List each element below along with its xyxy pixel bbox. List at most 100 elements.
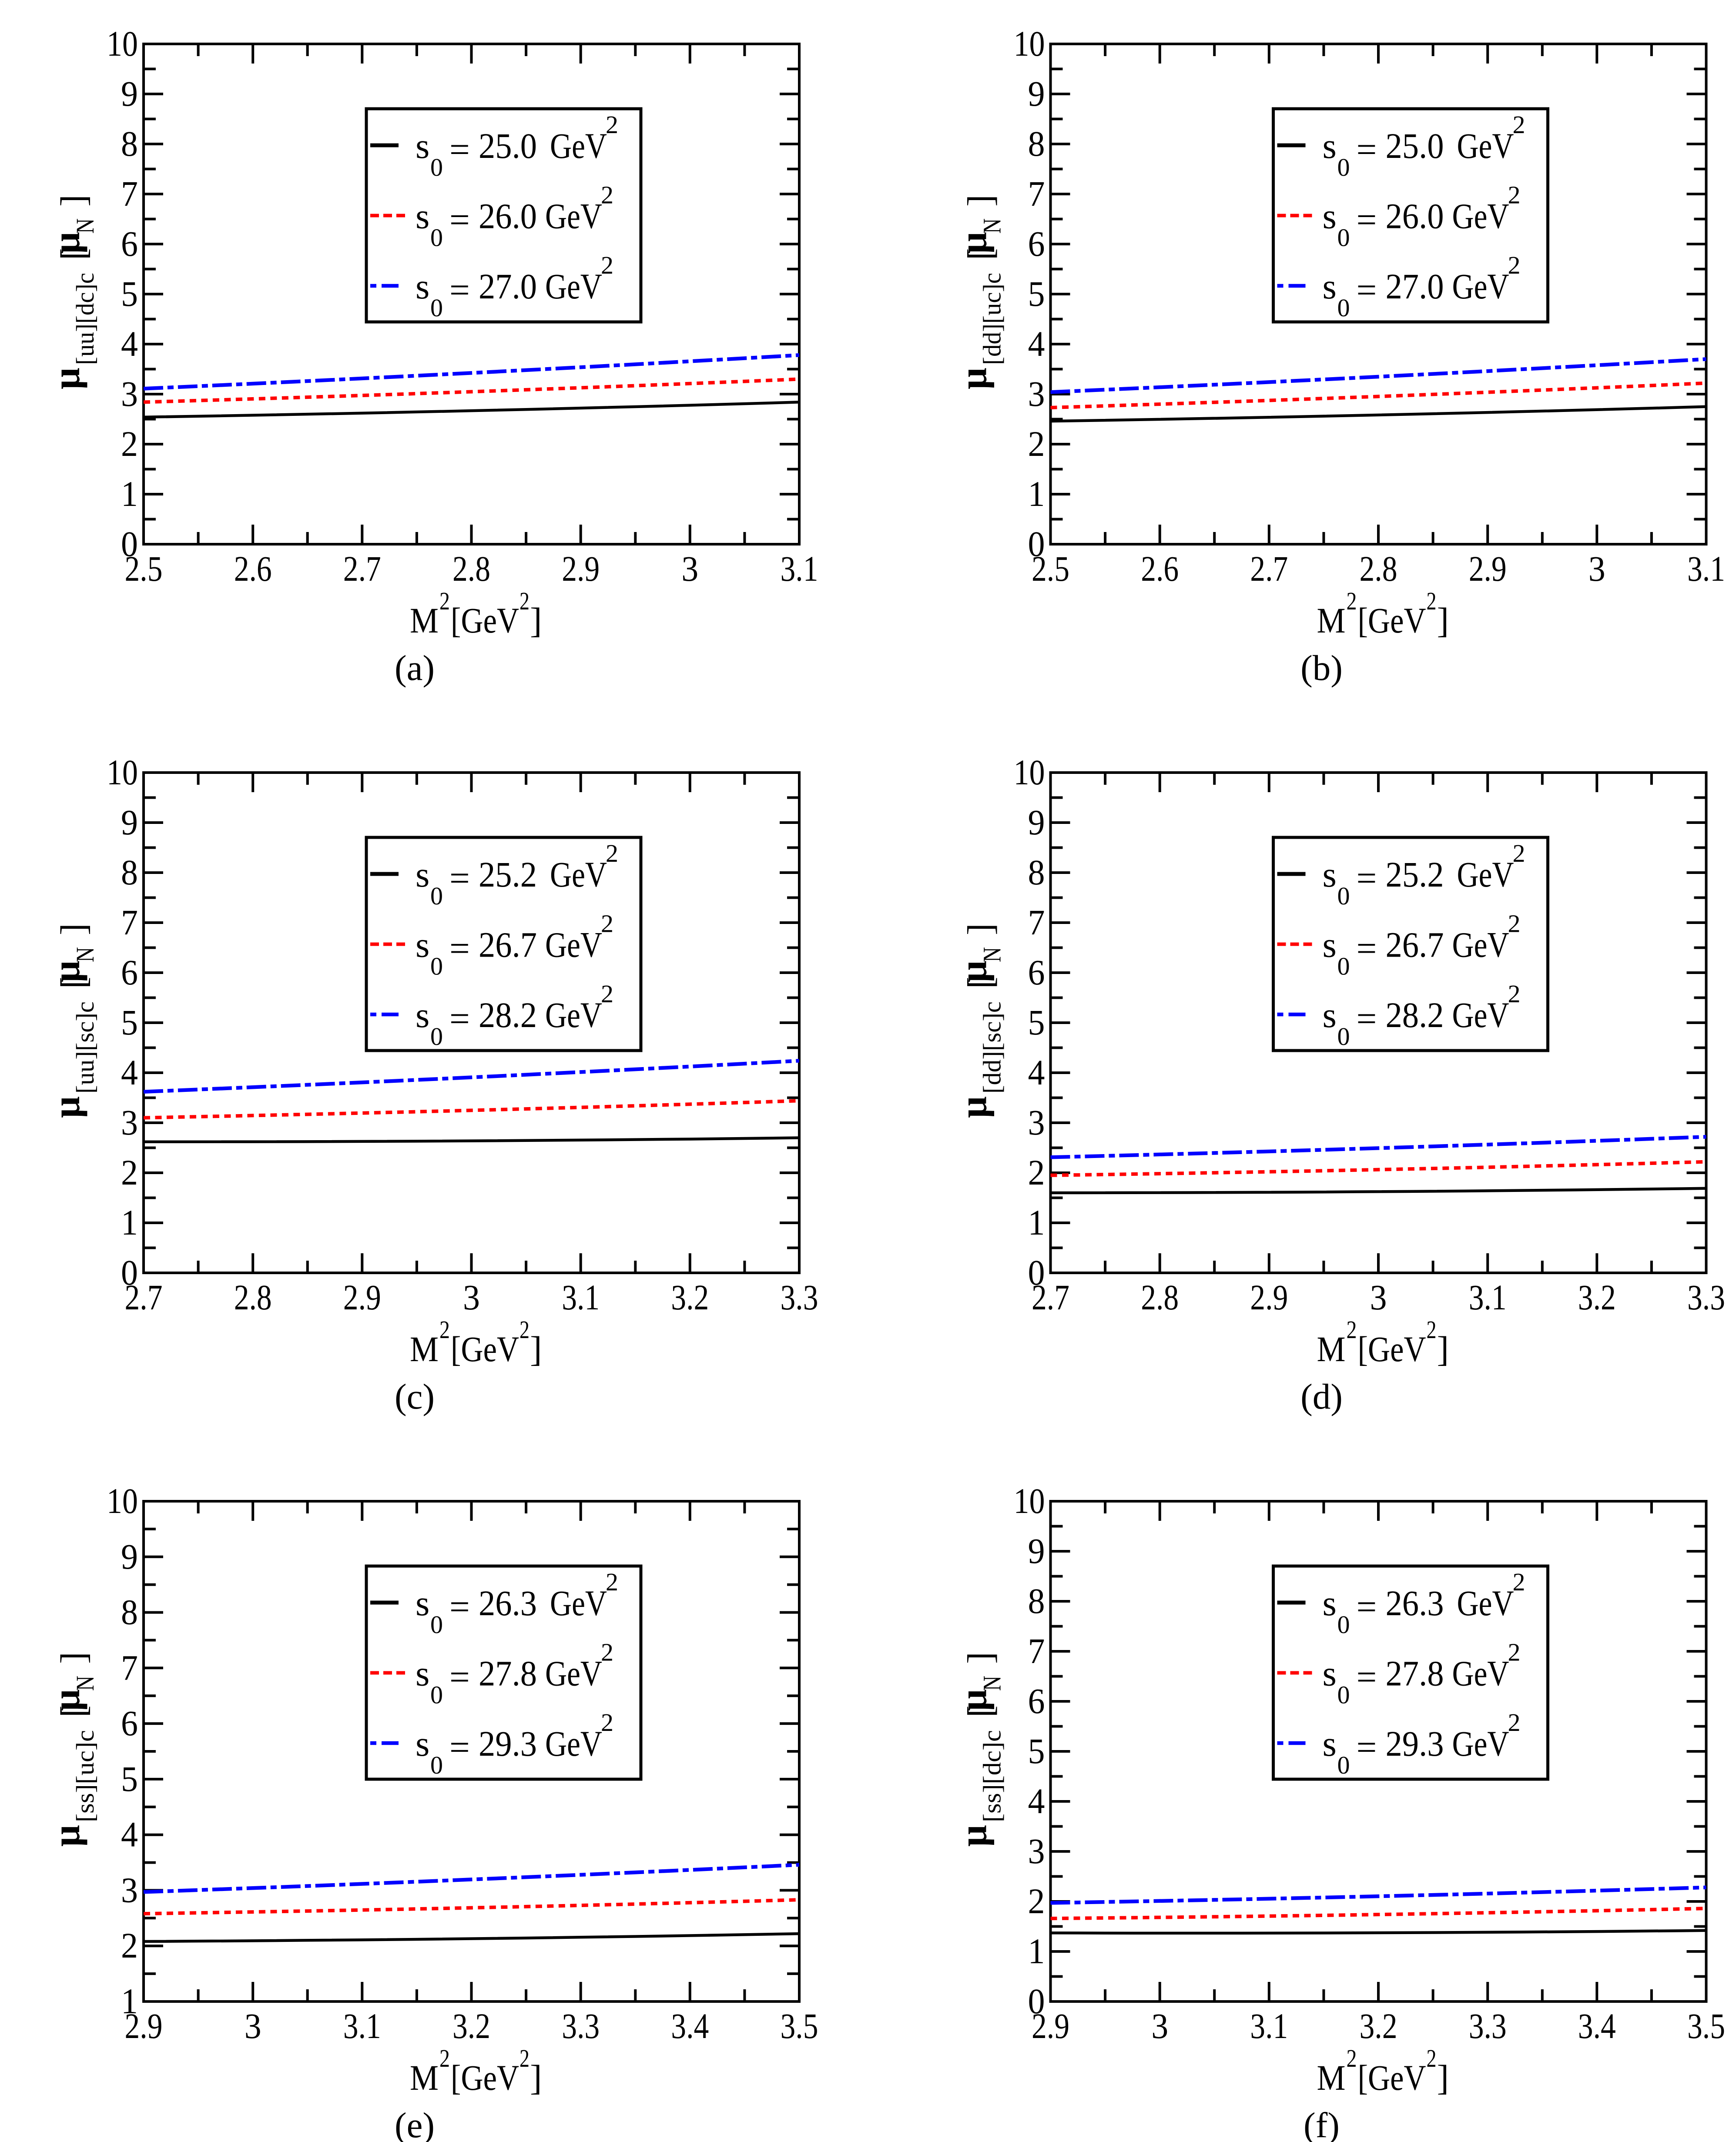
svg-text:N: N: [71, 947, 99, 962]
svg-text:10: 10: [107, 752, 138, 792]
svg-text:]: ]: [1437, 2058, 1449, 2098]
svg-text:7: 7: [121, 174, 138, 214]
svg-text:26.3: 26.3: [1386, 1583, 1444, 1623]
svg-text:2: 2: [1508, 910, 1521, 938]
svg-text:26.7: 26.7: [1386, 925, 1444, 965]
svg-text:=: =: [1357, 200, 1377, 240]
svg-text:5: 5: [1028, 1731, 1045, 1771]
svg-text:GeV: GeV: [545, 1724, 602, 1764]
svg-text:]: ]: [960, 194, 1000, 207]
svg-text:10: 10: [107, 1481, 138, 1521]
svg-text:μ: μ: [953, 368, 995, 389]
svg-text:[GeV: [GeV: [1358, 1329, 1426, 1369]
svg-text:3.4: 3.4: [671, 2006, 709, 2046]
svg-text:25.0: 25.0: [1386, 126, 1444, 166]
svg-text:5: 5: [121, 1759, 138, 1799]
svg-text:9: 9: [121, 74, 138, 114]
svg-text:[: [: [53, 977, 93, 989]
svg-text:6: 6: [121, 1703, 138, 1743]
svg-text:[: [: [53, 248, 93, 260]
svg-text:GeV: GeV: [550, 1583, 607, 1623]
svg-text:2: 2: [601, 910, 613, 938]
svg-text:26.0: 26.0: [1386, 196, 1444, 236]
svg-text:2: 2: [1427, 1315, 1437, 1344]
svg-text:0: 0: [1337, 294, 1350, 322]
svg-text:=: =: [1357, 998, 1377, 1038]
svg-text:0: 0: [1337, 153, 1350, 181]
svg-text:=: =: [449, 858, 470, 898]
svg-text:29.3: 29.3: [1386, 1724, 1444, 1764]
svg-text:(e): (e): [395, 2105, 435, 2142]
svg-text:2: 2: [601, 1708, 613, 1737]
svg-text:3.1: 3.1: [1469, 1277, 1507, 1317]
svg-text:1: 1: [121, 474, 138, 514]
svg-text:s: s: [416, 266, 429, 306]
svg-text:6: 6: [1028, 1681, 1045, 1721]
svg-text:2: 2: [121, 424, 138, 464]
svg-text:2: 2: [1347, 1315, 1357, 1344]
svg-text:0: 0: [121, 524, 138, 564]
svg-text:4: 4: [121, 324, 138, 364]
svg-text:2: 2: [601, 1638, 613, 1667]
svg-text:7: 7: [121, 1647, 138, 1687]
svg-text:2.8: 2.8: [234, 1277, 272, 1317]
svg-text:29.3: 29.3: [479, 1724, 537, 1764]
svg-text:GeV: GeV: [1457, 126, 1514, 166]
svg-text:6: 6: [1028, 952, 1045, 992]
svg-text:s: s: [416, 196, 429, 236]
svg-text:0: 0: [430, 1022, 443, 1051]
svg-text:s: s: [1323, 126, 1337, 166]
svg-text:[: [: [53, 1705, 93, 1717]
svg-text:N: N: [71, 218, 99, 234]
svg-text:27.0: 27.0: [1386, 266, 1444, 306]
svg-text:0: 0: [1028, 1252, 1045, 1292]
svg-text:2: 2: [519, 1315, 530, 1344]
svg-text:3.2: 3.2: [1578, 1277, 1616, 1317]
svg-text:4: 4: [1028, 1052, 1045, 1092]
svg-text:3: 3: [1370, 1277, 1387, 1317]
svg-text:]: ]: [960, 1652, 1000, 1664]
svg-text:[uu][dc]c: [uu][dc]c: [71, 273, 99, 365]
svg-text:(c): (c): [395, 1376, 435, 1416]
svg-text:4: 4: [121, 1052, 138, 1092]
svg-text:GeV: GeV: [550, 126, 607, 166]
svg-text:2: 2: [1427, 2044, 1437, 2072]
svg-text:GeV: GeV: [1452, 1724, 1509, 1764]
svg-text:3: 3: [1589, 549, 1605, 589]
svg-text:2: 2: [606, 110, 618, 139]
svg-text:6: 6: [121, 952, 138, 992]
svg-text:8: 8: [121, 1592, 138, 1632]
svg-text:2.7: 2.7: [1250, 549, 1288, 589]
svg-text:s: s: [1323, 1653, 1337, 1694]
svg-text:GeV: GeV: [545, 196, 602, 236]
svg-text:0: 0: [1337, 1022, 1350, 1051]
svg-text:10: 10: [1014, 23, 1045, 64]
svg-text:=: =: [449, 270, 470, 310]
svg-text:9: 9: [1028, 802, 1045, 842]
svg-text:0: 0: [1337, 1610, 1350, 1639]
svg-text:0: 0: [1337, 1751, 1350, 1779]
svg-text:]: ]: [53, 1652, 93, 1664]
svg-text:3.3: 3.3: [1687, 1277, 1725, 1317]
svg-text:10: 10: [107, 23, 138, 64]
svg-text:s: s: [416, 1653, 429, 1694]
svg-text:2: 2: [1508, 181, 1521, 209]
svg-text:s: s: [1323, 266, 1337, 306]
svg-text:0: 0: [1028, 524, 1045, 564]
svg-text:μ: μ: [46, 368, 88, 389]
svg-text:s: s: [1323, 854, 1337, 894]
svg-text:0: 0: [430, 952, 443, 981]
svg-text:6: 6: [1028, 224, 1045, 264]
svg-text:M: M: [410, 600, 439, 640]
svg-text:0: 0: [1028, 1981, 1045, 2021]
svg-text:3.1: 3.1: [1687, 549, 1725, 589]
svg-text:3.1: 3.1: [562, 1277, 600, 1317]
svg-text:3.2: 3.2: [671, 1277, 709, 1317]
svg-text:0: 0: [430, 294, 443, 322]
svg-text:2.9: 2.9: [1250, 1277, 1288, 1317]
svg-text:2: 2: [1508, 251, 1521, 279]
svg-text:2.8: 2.8: [452, 549, 490, 589]
svg-text:2: 2: [121, 1152, 138, 1192]
svg-text:[GeV: [GeV: [451, 1329, 519, 1369]
svg-text:]: ]: [960, 923, 1000, 935]
